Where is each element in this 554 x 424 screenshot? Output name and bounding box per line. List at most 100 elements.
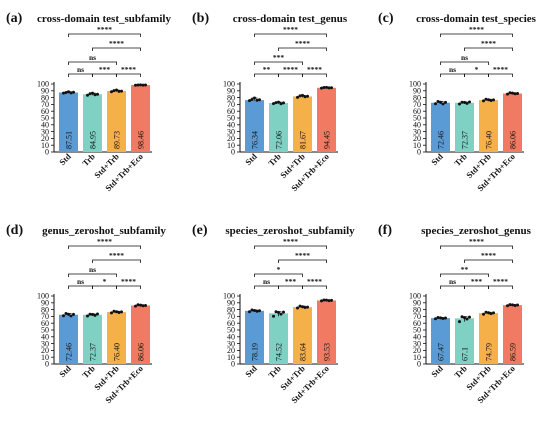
y-tick-label: 40: [227, 121, 235, 130]
y-tick-label: 0: [417, 148, 421, 157]
data-point: [279, 312, 283, 316]
chart-panel: (d) genus_zeroshot_subfamily 0102030405060…: [6, 223, 166, 405]
data-point: [64, 312, 68, 316]
bar: [431, 318, 450, 364]
bar-value-label: 78.19: [251, 343, 260, 361]
data-point: [69, 91, 73, 95]
y-tick-label: 40: [41, 121, 49, 130]
significance-label: *: [103, 277, 107, 286]
significance-bracket: [116, 285, 141, 289]
data-point: [513, 303, 517, 307]
significance-bracket: [254, 61, 303, 65]
bar: [293, 96, 312, 152]
data-point: [296, 95, 299, 99]
y-tick-label: 0: [45, 360, 49, 369]
y-tick-label: 40: [413, 121, 421, 130]
significance-label: *: [475, 65, 479, 74]
significance-bracket: [464, 73, 489, 77]
data-point: [468, 100, 471, 104]
significance-label: ***: [99, 65, 111, 74]
data-point: [439, 100, 442, 104]
data-point: [96, 312, 99, 316]
bar: [317, 87, 336, 152]
x-tick-label: Trb: [266, 363, 283, 380]
y-tick-label: 50: [227, 326, 235, 335]
data-point: [460, 100, 464, 104]
y-tick-label: 70: [227, 100, 235, 109]
significance-label: ns: [77, 277, 84, 286]
y-tick-label: 60: [413, 319, 421, 328]
significance-label: ****: [307, 65, 322, 74]
y-tick-label: 70: [413, 312, 421, 321]
significance-label: ****: [283, 237, 298, 246]
data-point: [272, 102, 275, 106]
data-point: [120, 89, 123, 93]
data-point: [282, 310, 285, 314]
data-point: [62, 91, 65, 95]
chart-title: cross-domain test_genus: [233, 13, 348, 25]
y-tick-label: 100: [37, 292, 49, 301]
bar: [317, 300, 336, 364]
data-point: [277, 310, 280, 314]
significance-bracket: [464, 47, 513, 51]
data-point: [508, 91, 512, 95]
bar: [107, 90, 126, 152]
data-point: [436, 316, 440, 320]
y-tick-label: 90: [227, 87, 235, 96]
bar: [59, 92, 78, 152]
significance-bracket: [278, 259, 327, 263]
bar-value-label: 67.1: [461, 347, 470, 361]
chart-title: cross-domain test_species: [416, 13, 537, 25]
significance-label: ****: [109, 251, 124, 260]
data-point: [120, 310, 123, 314]
significance-bracket: [68, 273, 117, 277]
y-tick-label: 80: [227, 93, 235, 102]
significance-bracket: [254, 33, 327, 37]
bar-value-label: 83.64: [299, 343, 308, 361]
x-tick-label: Std: [429, 363, 445, 379]
data-point: [489, 312, 493, 316]
y-tick-label: 80: [227, 305, 235, 314]
bar: [269, 313, 288, 364]
bar: [455, 318, 474, 364]
significance-bracket: [488, 73, 513, 77]
data-point: [298, 94, 302, 98]
significance-label: ns: [263, 277, 270, 286]
significance-label: ****: [283, 65, 298, 74]
data-point: [458, 320, 461, 324]
data-point: [463, 100, 466, 104]
data-point: [144, 83, 147, 87]
data-point: [144, 304, 147, 308]
bar: [83, 314, 102, 364]
chart-title: genus_zeroshot_subfamily: [42, 225, 166, 237]
y-tick-label: 100: [409, 292, 421, 301]
significance-bracket: [278, 73, 303, 77]
bar-value-label: 93.53: [323, 343, 332, 361]
y-tick-label: 20: [227, 134, 235, 143]
significance-bracket: [440, 273, 489, 277]
data-point: [468, 315, 471, 319]
significance-label: ***: [273, 53, 285, 62]
data-point: [511, 303, 514, 307]
significance-bracket: [464, 285, 489, 289]
data-point: [62, 314, 65, 318]
bar: [245, 310, 264, 364]
bar-value-label: 89.73: [113, 131, 122, 149]
bar: [131, 305, 150, 364]
data-point: [141, 83, 145, 87]
data-point: [272, 314, 275, 318]
bar-value-label: 74.79: [485, 343, 494, 361]
y-tick-label: 10: [227, 353, 235, 362]
y-tick-label: 100: [223, 292, 235, 301]
bar-value-label: 86.59: [509, 343, 518, 361]
data-point: [506, 92, 509, 96]
significance-label: ns: [461, 53, 468, 62]
significance-label: ns: [449, 277, 456, 286]
y-tick-label: 80: [41, 305, 49, 314]
bar: [503, 93, 522, 152]
data-point: [306, 305, 309, 309]
significance-label: ns: [89, 53, 96, 62]
y-tick-label: 10: [413, 353, 421, 362]
data-point: [141, 304, 145, 308]
y-tick-label: 20: [41, 134, 49, 143]
